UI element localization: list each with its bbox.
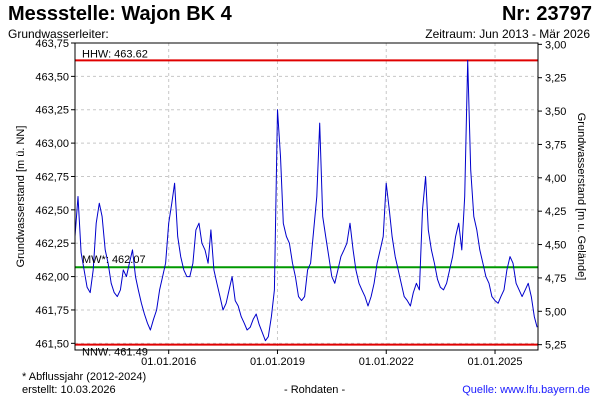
y-tick-label: 461,50: [35, 338, 69, 350]
y-tick-label: 463,00: [35, 138, 69, 150]
y-tick-label: 463,50: [35, 71, 69, 83]
y2-axis-label: Grundwasserstand [m u. Gelände]: [575, 113, 587, 281]
y-tick-label: 461,75: [35, 305, 69, 317]
y2-tick-label: 3,25: [545, 73, 566, 85]
created-date: erstellt: 10.03.2026: [22, 384, 116, 396]
station-number: Nr: 23797: [501, 3, 592, 25]
station-title: Messstelle: Wajon BK 4: [8, 3, 232, 25]
plot-frame: [74, 42, 539, 351]
y2-tick-label: 4,25: [545, 206, 566, 218]
y2-tick-label: 4,00: [545, 173, 566, 185]
period-label: Zeitraum: Jun 2013 - Mär 2026: [425, 27, 590, 41]
y-axis-label: Grundwasserstand [m ü. NN]: [15, 126, 27, 268]
x-tick-label: 01.01.2016: [141, 356, 196, 368]
y-tick-label: 462,25: [35, 238, 69, 250]
y-tick-label: 462,00: [35, 272, 69, 284]
source-link[interactable]: Quelle: www.lfu.bayern.de: [462, 384, 590, 396]
aquifer-label: Grundwasserleiter:: [8, 27, 109, 41]
y-tick-label: 462,50: [35, 205, 69, 217]
label-layer: HHW: 463.62 MW*: 462.07 NNW: 461.49: [82, 48, 148, 358]
ref-label-hhw: HHW: 463.62: [82, 48, 148, 60]
y-tick-label: 462,75: [35, 171, 69, 183]
groundwater-series-line: [74, 59, 538, 342]
x-tick-label: 01.01.2019: [250, 356, 305, 368]
ref-label-nnw: NNW: 461.49: [82, 347, 148, 359]
x-tick-label: 01.01.2022: [359, 356, 414, 368]
y2-tick-label: 5,25: [545, 340, 566, 352]
y2-tick-label: 3,50: [545, 106, 566, 118]
footnote: * Abflussjahr (2012-2024): [22, 371, 147, 383]
y-tick-label: 463,25: [35, 105, 69, 117]
x-tick-label: 01.01.2025: [467, 356, 522, 368]
y2-tick-label: 5,00: [545, 306, 566, 318]
y-tick-label: 463,75: [35, 38, 69, 50]
y2-tick-label: 3,75: [545, 139, 566, 151]
ref-label-mw: MW*: 462.07: [82, 254, 146, 266]
reference-lines: [75, 59, 538, 346]
y2-tick-label: 4,75: [545, 273, 566, 285]
y2-tick-label: 3,00: [545, 39, 566, 51]
series-layer: [74, 59, 538, 342]
axis-layer: 461,50 461,75 462,00 462,25 462,50 462,75 463,…: [15, 38, 587, 368]
raw-data-note: - Rohdaten -: [284, 384, 346, 396]
y2-tick-label: 4,50: [545, 240, 566, 252]
